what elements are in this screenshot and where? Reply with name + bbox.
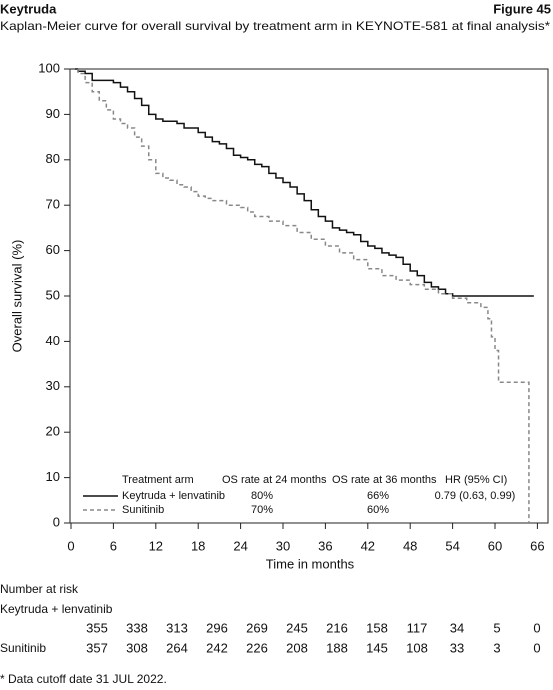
risk-count: 264 — [166, 640, 188, 655]
risk-count: 269 — [246, 620, 268, 635]
risk-count: 145 — [366, 640, 388, 655]
legend-entry: Sunitinib — [122, 504, 164, 516]
risk-count: 357 — [86, 640, 108, 655]
legend-header: OS rate at 24 months — [222, 474, 327, 486]
x-tick-label: 48 — [403, 538, 417, 553]
x-tick-label: 0 — [67, 538, 74, 553]
risk-count: 308 — [126, 640, 148, 655]
y-axis-label: Overall survival (%) — [9, 240, 24, 353]
legend-cell: 70% — [251, 504, 273, 516]
risk-count: 208 — [286, 640, 308, 655]
risk-count: 5 — [493, 620, 500, 635]
risk-count: 108 — [406, 640, 428, 655]
risk-count: 34 — [450, 620, 464, 635]
legend-entry: Keytruda + lenvatinib — [122, 490, 225, 502]
x-tick-label: 12 — [149, 538, 163, 553]
chart-title: Kaplan-Meier curve for overall survival … — [0, 19, 550, 33]
risk-count: 0 — [533, 640, 540, 655]
header-right: Figure 45 — [493, 1, 551, 16]
risk-count: 0 — [533, 620, 540, 635]
header-left: Keytruda — [0, 1, 57, 16]
survival-curve — [71, 68, 530, 523]
risk-count: 338 — [126, 620, 148, 635]
x-tick-label: 6 — [110, 538, 117, 553]
risk-count: 296 — [206, 620, 228, 635]
x-axis-label: Time in months — [266, 556, 355, 571]
risk-count: 226 — [246, 640, 268, 655]
x-tick-label: 36 — [318, 538, 332, 553]
legend-header: HR (95% CI) — [445, 474, 507, 486]
risk-count: 245 — [286, 620, 308, 635]
y-tick-label: 0 — [53, 514, 60, 529]
x-tick-label: 66 — [530, 538, 544, 553]
y-tick-label: 20 — [46, 424, 60, 439]
risk-count: 117 — [407, 620, 428, 635]
y-tick-label: 40 — [46, 333, 60, 348]
risk-count: 3 — [493, 640, 500, 655]
legend-header: Treatment arm — [122, 474, 194, 486]
legend-cell: 60% — [367, 504, 389, 516]
legend-cell: 0.79 (0.63, 0.99) — [435, 490, 516, 502]
y-tick-label: 50 — [46, 287, 60, 302]
legend-cell: 66% — [367, 490, 389, 502]
risk-count: 242 — [206, 640, 228, 655]
risk-count: 355 — [86, 620, 108, 635]
risk-row-label: Keytruda + lenvatinib — [0, 602, 113, 616]
legend-header: OS rate at 36 months — [332, 474, 437, 486]
survival-curve — [71, 68, 534, 297]
y-tick-label: 60 — [46, 242, 60, 257]
y-tick-label: 10 — [46, 469, 60, 484]
risk-count: 216 — [326, 620, 348, 635]
x-tick-label: 24 — [233, 538, 247, 553]
risk-count: 33 — [450, 640, 464, 655]
risk-title: Number at risk — [0, 582, 79, 596]
y-tick-label: 30 — [46, 378, 60, 393]
legend-cell: 80% — [251, 490, 273, 502]
x-tick-label: 30 — [276, 538, 290, 553]
x-tick-label: 18 — [191, 538, 205, 553]
risk-count: 158 — [366, 620, 388, 635]
x-tick-label: 60 — [488, 538, 502, 553]
y-tick-label: 70 — [46, 197, 60, 212]
x-tick-label: 54 — [445, 538, 459, 553]
risk-row-label: Sunitinib — [0, 641, 46, 655]
footnote: * Data cutoff date 31 JUL 2022. — [0, 672, 167, 686]
risk-count: 188 — [326, 640, 348, 655]
risk-count: 313 — [166, 620, 188, 635]
y-tick-label: 90 — [46, 106, 60, 121]
y-tick-label: 80 — [46, 151, 60, 166]
y-tick-label: 100 — [38, 60, 60, 75]
x-tick-label: 42 — [361, 538, 375, 553]
